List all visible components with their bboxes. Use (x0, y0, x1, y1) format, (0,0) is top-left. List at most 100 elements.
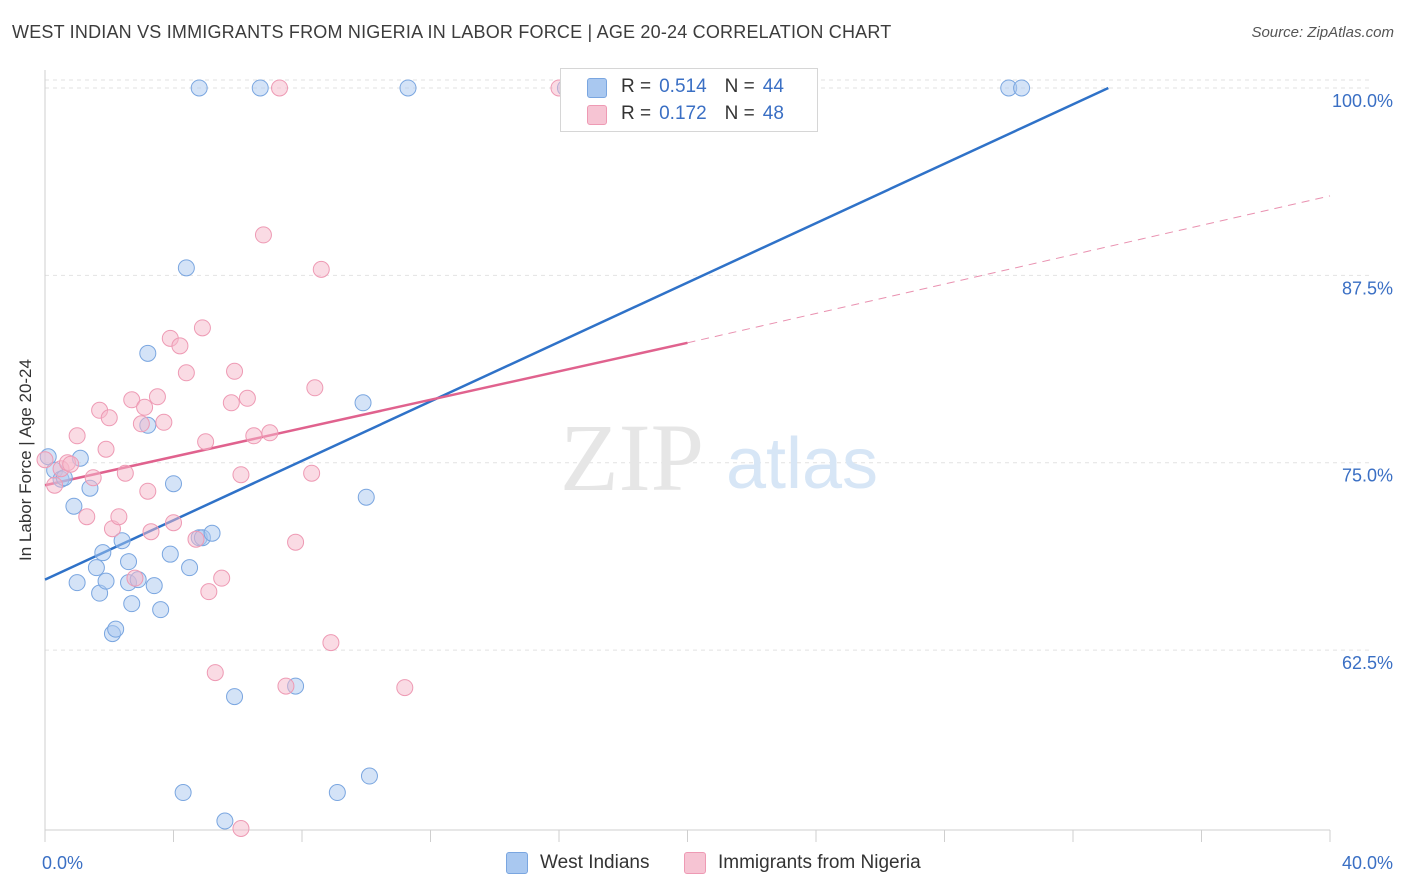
point-nigeria (193, 319, 211, 337)
point-west-indians (152, 601, 170, 619)
legend-r-label: R = (621, 76, 652, 97)
point-nigeria (200, 583, 218, 601)
point-nigeria (238, 389, 256, 407)
point-nigeria (303, 464, 321, 482)
point-nigeria (68, 427, 86, 445)
point-nigeria (187, 530, 205, 548)
legend-item-nigeria[interactable]: Immigrants from Nigeria (684, 852, 921, 874)
point-west-indians (65, 497, 83, 515)
point-west-indians (107, 620, 125, 638)
legend-label-west-indians: West Indians (540, 852, 650, 873)
point-nigeria (100, 409, 118, 427)
point-nigeria (222, 394, 240, 412)
y-tick-label: 75.0% (1342, 466, 1393, 486)
tick-labels: 62.5% 75.0% 87.5% 100.0% 0.0% 40.0% (42, 91, 1393, 873)
trendline-nigeria (687, 195, 1331, 344)
point-nigeria (306, 379, 324, 397)
point-west-indians (123, 595, 141, 613)
legend-swatch-blue (506, 852, 528, 874)
point-west-indians (399, 79, 417, 97)
legend-row-nigeria: R = 0.172 N = 48 (587, 102, 784, 126)
point-west-indians (174, 784, 192, 802)
point-west-indians (68, 574, 86, 592)
point-nigeria (396, 679, 414, 697)
point-west-indians (190, 79, 208, 97)
legend-swatch-blue (587, 78, 607, 98)
watermark: ZIP atlas (560, 404, 878, 511)
legend-label-nigeria: Immigrants from Nigeria (718, 852, 921, 873)
point-nigeria (165, 514, 182, 532)
point-nigeria (254, 226, 272, 244)
trend-lines (44, 86, 1331, 581)
point-nigeria (97, 440, 115, 458)
point-west-indians (177, 259, 195, 277)
legend-n-label: N = (724, 76, 755, 97)
legend-swatch-pink (587, 105, 607, 125)
point-nigeria (232, 466, 250, 484)
point-west-indians (216, 812, 234, 830)
point-west-indians (226, 688, 244, 706)
watermark-atlas: atlas (726, 424, 878, 504)
point-west-indians (113, 532, 131, 550)
y-tick-label: 100.0% (1332, 91, 1393, 111)
point-west-indians (87, 559, 105, 577)
point-nigeria (46, 476, 64, 494)
point-west-indians (354, 394, 372, 412)
legend-swatch-pink (684, 852, 706, 874)
legend-item-west-indians[interactable]: West Indians (506, 852, 649, 874)
point-nigeria (36, 451, 54, 469)
x-tick-label: 40.0% (1342, 853, 1393, 873)
y-tick-label: 87.5% (1342, 278, 1393, 298)
point-nigeria (277, 677, 295, 695)
point-nigeria (197, 433, 215, 451)
legend-n-value: 44 (762, 76, 784, 97)
legend-row-west-indians: R = 0.514 N = 44 (587, 75, 784, 99)
point-nigeria (287, 533, 305, 551)
point-west-indians (360, 767, 378, 785)
y-tick-label: 62.5% (1342, 653, 1393, 673)
point-nigeria (136, 398, 154, 416)
point-nigeria (123, 391, 141, 409)
chart-title: WEST INDIAN VS IMMIGRANTS FROM NIGERIA I… (12, 22, 892, 42)
point-west-indians (94, 544, 112, 562)
point-west-indians (203, 524, 221, 542)
point-nigeria (126, 569, 144, 587)
point-nigeria (78, 508, 96, 526)
point-nigeria (142, 523, 160, 541)
y-axis-label: In Labor Force | Age 20-24 (16, 359, 35, 561)
trendline-nigeria (44, 341, 688, 487)
point-west-indians (251, 79, 269, 97)
point-nigeria (213, 569, 231, 587)
legend-r-label: R = (621, 103, 652, 124)
grid-lines (45, 79, 1370, 651)
point-west-indians (181, 559, 199, 577)
point-west-indians (161, 545, 179, 563)
point-nigeria (245, 427, 263, 445)
legend-n-value: 48 (762, 103, 784, 124)
legend-r-value: 0.172 (659, 103, 707, 124)
x-tick-label: 0.0% (42, 853, 83, 873)
point-nigeria (177, 364, 195, 382)
point-nigeria (62, 455, 80, 473)
legend-n-label: N = (724, 103, 755, 124)
point-nigeria (84, 469, 102, 487)
point-nigeria (226, 362, 244, 380)
point-west-indians (139, 344, 157, 362)
series-legend: West Indians Immigrants from Nigeria (0, 852, 1406, 878)
point-nigeria (271, 79, 289, 97)
point-nigeria (206, 664, 224, 682)
point-nigeria (155, 413, 173, 431)
point-west-indians (97, 572, 115, 590)
legend-r-value: 0.514 (659, 76, 707, 97)
stats-legend: R = 0.514 N = 44 R = 0.172 N = 48 (560, 68, 818, 132)
point-nigeria (139, 482, 157, 500)
source-credit: Source: ZipAtlas.com (1251, 24, 1394, 41)
point-nigeria (261, 424, 279, 442)
data-points (36, 79, 1031, 838)
point-nigeria (312, 260, 330, 278)
point-west-indians (1013, 79, 1031, 97)
point-nigeria (171, 337, 189, 355)
point-nigeria (232, 820, 250, 838)
point-nigeria (116, 464, 134, 482)
point-nigeria (132, 415, 150, 433)
